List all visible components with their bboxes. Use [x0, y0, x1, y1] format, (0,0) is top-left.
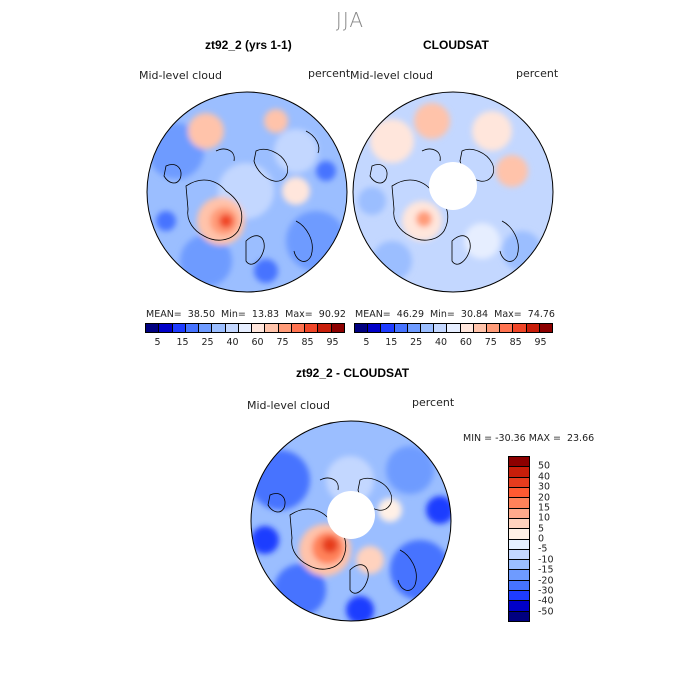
colorbar-right-tick-label: 95 — [534, 337, 547, 348]
colorbar-diff-tick-label: 10 — [538, 512, 551, 524]
colorbar-right-tick-label: 15 — [385, 337, 398, 348]
colorbar-diff-tick-label: -15 — [538, 564, 554, 576]
colorbar-right-swatch — [407, 324, 422, 332]
colorbar-left-tick-label: 5 — [154, 337, 161, 348]
panel-right-units: percent — [516, 67, 559, 80]
colorbar-diff-swatch — [509, 529, 529, 540]
colorbar-diff-swatch — [509, 591, 529, 602]
panel-diff-units: percent — [412, 396, 455, 409]
colorbar-right-swatch — [500, 324, 514, 332]
panel-left-title: zt92_2 (yrs 1-1) — [205, 38, 292, 52]
colorbar-left-tick-label: 85 — [301, 337, 314, 348]
panel-right-variable: Mid-level cloud — [350, 69, 433, 82]
colorbar-diff — [508, 456, 530, 622]
colorbar-diff-tick-label: -5 — [538, 543, 548, 555]
colorbar-diff-swatch — [509, 539, 529, 550]
colorbar-left-tick-label: 40 — [226, 337, 239, 348]
season-title: JJA — [335, 8, 365, 32]
colorbar-left-ticks: 5 15 25 40 60 75 85 95 — [145, 337, 345, 349]
colorbar-right-tick-label: 60 — [459, 337, 472, 348]
panel-diff-title: zt92_2 - CLOUDSAT — [296, 366, 410, 380]
colorbar-diff-swatch — [509, 518, 529, 530]
colorbar-left-swatch — [172, 324, 186, 332]
colorbar-right-swatch — [434, 324, 448, 332]
colorbar-right-tick-label: 85 — [509, 337, 522, 348]
colorbar-diff-swatch — [509, 467, 529, 478]
colorbar-right-swatch — [368, 324, 382, 332]
colorbar-left-swatch — [199, 324, 213, 332]
colorbar-diff-tick-label: 15 — [538, 502, 551, 514]
colorbar-diff-ticks: 50 40 30 20 15 10 5 0 -5 -10 -15 -20 -30 -40 -50 — [538, 456, 578, 622]
colorbar-diff-tick-label: 0 — [538, 533, 545, 545]
map-right-cloudsat — [352, 91, 554, 293]
colorbar-diff-tick-label: -30 — [538, 585, 554, 597]
colorbar-left-tick-label: 75 — [276, 337, 289, 348]
panel-right-title: CLOUDSAT — [423, 38, 489, 52]
colorbar-right-ticks: 5 15 25 40 60 75 85 95 — [354, 337, 553, 349]
colorbar-left-swatch — [252, 324, 266, 332]
colorbar-diff-tick-label: 30 — [538, 481, 551, 493]
colorbar-right-tick-label: 5 — [363, 337, 370, 348]
panel-left-variable: Mid-level cloud — [139, 69, 222, 82]
colorbar-left-swatch — [278, 324, 292, 332]
colorbar-diff-swatch — [509, 549, 529, 561]
colorbar-diff-swatch — [509, 508, 529, 519]
colorbar-right-swatch — [473, 324, 488, 332]
map-left-model — [146, 91, 348, 293]
colorbar-right-swatch — [526, 324, 540, 332]
colorbar-right-swatch — [355, 324, 369, 332]
panel-diff-variable: Mid-level cloud — [247, 399, 330, 412]
colorbar-left-swatch — [146, 324, 160, 332]
colorbar-diff-swatch — [509, 570, 529, 581]
colorbar-right-tick-label: 75 — [484, 337, 497, 348]
panel-left-stats: MEAN= 38.50 Min= 13.83 Max= 90.92 — [146, 309, 346, 320]
colorbar-left-tick-label: 25 — [201, 337, 214, 348]
colorbar-diff-swatch — [509, 477, 529, 488]
colorbar-left-swatch — [238, 324, 253, 332]
colorbar-diff-swatch — [509, 560, 529, 571]
colorbar-diff-tick-label: -10 — [538, 554, 554, 566]
colorbar-right-swatch — [460, 324, 474, 332]
colorbar-diff-tick-label: -40 — [538, 595, 554, 607]
colorbar-right-swatch — [447, 324, 461, 332]
colorbar-diff-swatch — [509, 611, 529, 621]
colorbar-diff-swatch — [509, 457, 529, 468]
colorbar-diff-swatch — [509, 498, 529, 509]
colorbar-diff-swatch — [509, 487, 529, 499]
colorbar-diff-tick-label: 20 — [538, 492, 551, 503]
colorbar-left-swatch — [265, 324, 279, 332]
colorbar-left-swatch — [212, 324, 226, 332]
colorbar-left-swatch — [305, 324, 319, 332]
colorbar-diff-tick-label: -20 — [538, 575, 554, 586]
panel-left-units: percent — [308, 67, 351, 80]
colorbar-right-swatch — [513, 324, 527, 332]
colorbar-diff-tick-label: 40 — [538, 471, 551, 483]
colorbar-left-tick-label: 15 — [176, 337, 189, 348]
colorbar-right-tick-label: 25 — [410, 337, 423, 348]
colorbar-right — [354, 323, 553, 333]
colorbar-left-tick-label: 60 — [251, 337, 264, 348]
colorbar-right-tick-label: 40 — [435, 337, 448, 348]
colorbar-left-tick-label: 95 — [326, 337, 339, 348]
map-difference — [250, 420, 452, 622]
colorbar-right-swatch — [487, 324, 501, 332]
colorbar-left-swatch — [318, 324, 332, 332]
panel-diff-stats: MIN = -30.36 MAX = 23.66 — [463, 433, 595, 444]
colorbar-diff-swatch — [509, 580, 529, 592]
colorbar-right-swatch — [539, 324, 553, 332]
colorbar-left-swatch — [331, 324, 344, 332]
colorbar-left — [145, 323, 345, 333]
colorbar-right-swatch — [381, 324, 395, 332]
colorbar-diff-swatch — [509, 601, 529, 612]
colorbar-diff-tick-label: 5 — [538, 523, 545, 535]
colorbar-right-swatch — [394, 324, 408, 332]
colorbar-left-swatch — [225, 324, 239, 332]
panel-right-stats: MEAN= 46.29 Min= 30.84 Max= 74.76 — [355, 309, 555, 320]
colorbar-left-swatch — [185, 324, 200, 332]
colorbar-left-swatch — [159, 324, 173, 332]
colorbar-right-swatch — [421, 324, 435, 332]
colorbar-diff-tick-label: -50 — [538, 606, 554, 618]
colorbar-left-swatch — [291, 324, 306, 332]
colorbar-diff-tick-label: 50 — [538, 460, 551, 472]
